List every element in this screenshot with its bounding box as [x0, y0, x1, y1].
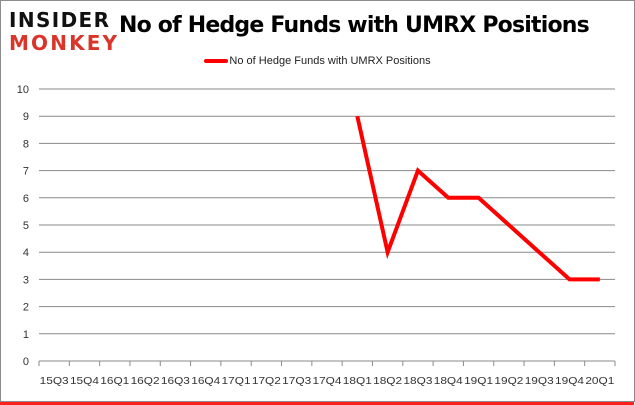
insider-monkey-logo: INSIDER MONKEY	[9, 8, 118, 53]
svg-text:MONKEY: MONKEY	[9, 31, 118, 53]
x-tick-label: 16Q3	[161, 375, 190, 387]
x-tick-label: 17Q2	[252, 375, 281, 387]
legend-swatch	[204, 59, 229, 64]
y-tick-label: 7	[23, 166, 29, 178]
x-tick-label: 17Q4	[313, 375, 342, 387]
y-tick-label: 8	[23, 138, 29, 150]
x-tick-label: 15Q3	[40, 375, 69, 387]
y-tick-label: 4	[23, 247, 29, 259]
x-tick-label: 17Q3	[282, 375, 311, 387]
y-tick-label: 5	[23, 220, 29, 232]
x-tick-label: 18Q2	[373, 375, 402, 387]
x-tick-label: 18Q3	[403, 375, 432, 387]
x-tick-label: 18Q4	[434, 375, 463, 387]
y-tick-label: 0	[23, 356, 29, 368]
x-tick-label: 16Q1	[100, 375, 129, 387]
x-tick-label: 17Q1	[222, 375, 251, 387]
y-tick-label: 6	[23, 193, 29, 205]
x-tick-label: 19Q1	[464, 375, 493, 387]
y-tick-label: 10	[17, 84, 29, 96]
legend: No of Hedge Funds with UMRX Positions	[1, 55, 634, 67]
x-tick-label: 16Q4	[191, 375, 220, 387]
x-tick-label: 16Q2	[131, 375, 160, 387]
y-tick-label: 9	[23, 111, 29, 123]
x-tick-label: 20Q1	[585, 375, 614, 387]
x-tick-label: 19Q3	[525, 375, 554, 387]
x-tick-label: 18Q1	[343, 375, 372, 387]
chart-title: No of Hedge Funds with UMRX Positions	[119, 13, 590, 38]
y-tick-label: 1	[23, 329, 29, 341]
x-tick-label: 19Q2	[494, 375, 523, 387]
x-tick-label: 15Q4	[70, 375, 99, 387]
y-tick-label: 3	[23, 274, 29, 286]
x-tick-label: 19Q4	[555, 375, 584, 387]
y-tick-label: 2	[23, 302, 29, 314]
legend-label: No of Hedge Funds with UMRX Positions	[229, 55, 431, 67]
